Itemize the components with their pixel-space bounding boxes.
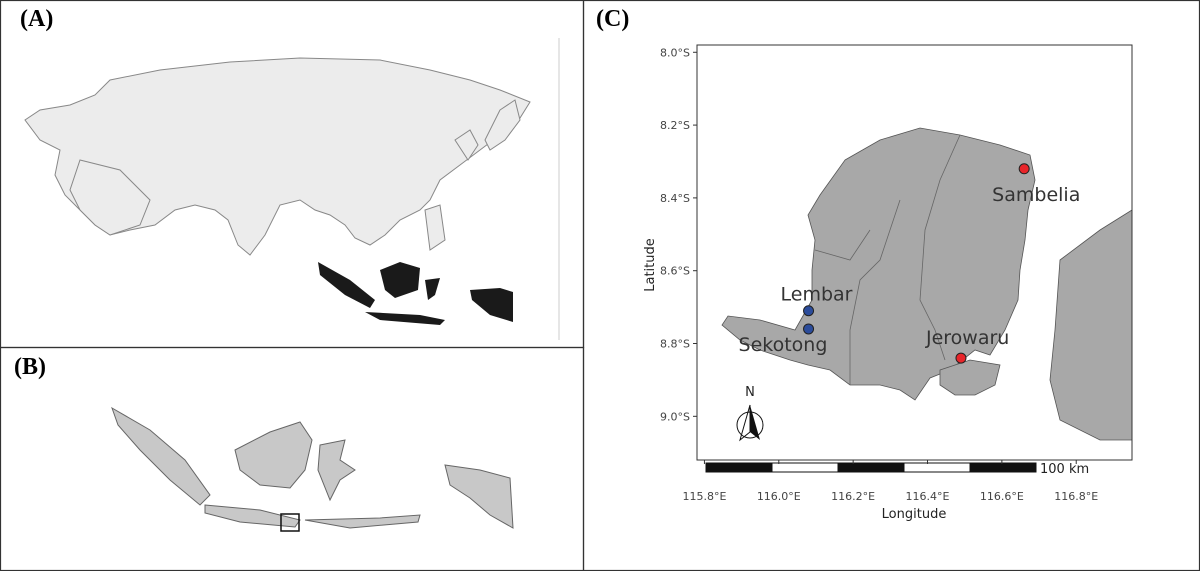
y-tick-label: 8.8°S — [660, 338, 690, 351]
scale-label: 100 km — [1040, 462, 1089, 477]
site-point — [803, 323, 815, 335]
x-tick-label: 116.6°E — [980, 490, 1024, 503]
sumbawa — [1049, 209, 1133, 441]
borneo — [380, 262, 420, 298]
site-label: Lembar — [781, 284, 853, 306]
x-tick-label: 116.0°E — [757, 490, 801, 503]
borders — [814, 134, 961, 385]
sumatra-b — [111, 406, 211, 506]
indonesia-map — [111, 406, 514, 529]
japan-korea — [454, 99, 521, 161]
lombok-island — [721, 127, 1036, 401]
y-tick-label: 8.0°S — [660, 46, 690, 59]
site-label: Sambelia — [992, 184, 1080, 206]
site-label: Jerowaru — [925, 327, 1009, 349]
x-tick-label: 116.8°E — [1054, 490, 1098, 503]
x-tick-label: 116.4°E — [906, 490, 950, 503]
x-tick-label: 115.8°E — [682, 490, 726, 503]
x-tick-label: 116.2°E — [831, 490, 875, 503]
north-arrow — [736, 404, 764, 442]
java — [365, 312, 445, 325]
panel-label: (A) — [20, 6, 53, 32]
sulawesi-b — [317, 439, 356, 502]
y-axis-label: Latitude — [643, 238, 658, 292]
north-label: N — [745, 385, 755, 400]
asia-map — [24, 57, 531, 256]
papua — [470, 288, 513, 322]
lombok-map — [721, 127, 1133, 441]
panel-label: (B) — [14, 354, 46, 380]
panel-label: (C) — [596, 6, 629, 32]
asia-mainland — [24, 57, 531, 256]
lesser-sunda-b — [304, 514, 421, 529]
papua-b — [444, 464, 514, 529]
y-tick-label: 9.0°S — [660, 410, 690, 423]
borneo-b — [234, 421, 313, 489]
site-point — [1018, 163, 1030, 175]
java-b — [204, 504, 301, 528]
site-label: Sekotong — [739, 334, 828, 356]
sulawesi — [425, 278, 440, 300]
jerowaru-peninsula — [939, 359, 1001, 396]
indonesia-highlight — [318, 262, 513, 325]
philippines — [424, 204, 446, 251]
x-axis-label: Longitude — [882, 507, 947, 522]
scale-bar — [705, 462, 1037, 473]
arabia — [69, 159, 151, 236]
plot-frame — [696, 44, 1133, 461]
y-tick-label: 8.2°S — [660, 119, 690, 132]
site-point — [955, 352, 967, 364]
study-area-box — [280, 513, 300, 532]
y-tick-label: 8.6°S — [660, 265, 690, 278]
sumatra — [318, 262, 375, 308]
site-point — [803, 305, 815, 317]
y-tick-label: 8.4°S — [660, 192, 690, 205]
